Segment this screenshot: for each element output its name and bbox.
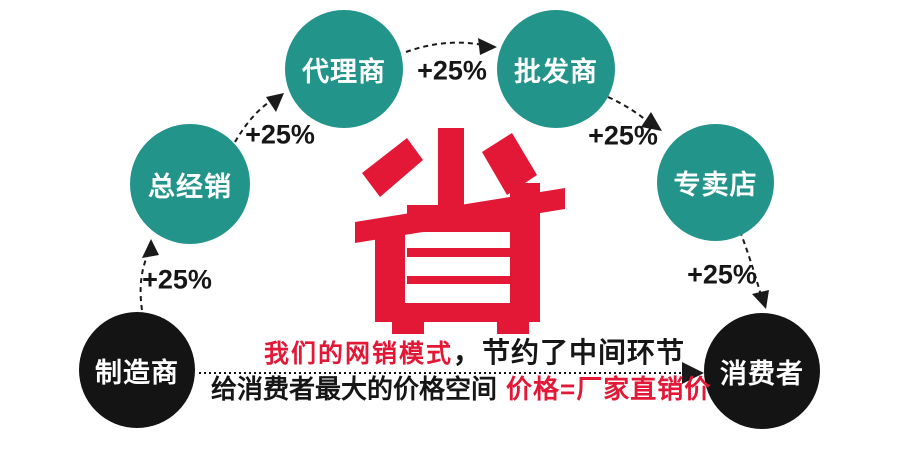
- arrowhead-icon: [682, 362, 704, 384]
- arrow-agent-to-wholesaler: [405, 41, 489, 53]
- arrowhead-icon: [266, 93, 284, 112]
- sheng-save-character-graphic: [355, 128, 565, 334]
- caption-line2-red-text: 价格=厂家直销价: [506, 374, 712, 404]
- node-label: 消费者: [720, 358, 804, 389]
- node-label: 制造商: [95, 357, 179, 388]
- caption-line1-black-text: ，节约了中间环节: [453, 337, 686, 368]
- node-specialty-store: 专卖店: [657, 124, 774, 241]
- node-label: 总经销: [148, 171, 232, 202]
- node-agent: 代理商: [285, 10, 403, 128]
- caption-line2-black-text: 给消费者最大的价格空间: [211, 374, 498, 404]
- node-label: 批发商: [514, 56, 598, 87]
- caption-line1-red-text: 我们的网销模式: [264, 340, 454, 368]
- sheng-character-text: 省: [345, 118, 580, 338]
- arrow-distributor-to-agent: [234, 100, 272, 143]
- node-label: 专卖店: [673, 170, 758, 200]
- markup-label-distributor-agent: +25%: [245, 119, 315, 150]
- node-label: 代理商: [302, 56, 386, 87]
- arrowhead-icon: [641, 112, 662, 131]
- markup-label-agent-wholesaler: +25%: [417, 55, 487, 86]
- node-general-distributor: 总经销: [130, 124, 250, 244]
- arrow-wholesaler-to-store: [607, 96, 648, 122]
- node-consumer: 消费者: [704, 313, 820, 429]
- caption-line-2: 给消费者最大的价格空间 价格=厂家直销价: [211, 376, 711, 402]
- arrowhead-icon: [752, 290, 769, 309]
- markup-label-manufacturer-distributor: +25%: [142, 264, 212, 295]
- node-wholesaler: 批发商: [497, 10, 615, 128]
- arrowhead-icon: [142, 239, 159, 258]
- markup-label-wholesaler-store: +25%: [588, 120, 658, 151]
- markup-label-store-consumer: +25%: [687, 259, 757, 290]
- arrowhead-icon: [478, 38, 497, 55]
- caption-line-1: 我们的网销模式 ，节约了中间环节: [264, 339, 685, 367]
- node-manufacturer: 制造商: [79, 312, 195, 428]
